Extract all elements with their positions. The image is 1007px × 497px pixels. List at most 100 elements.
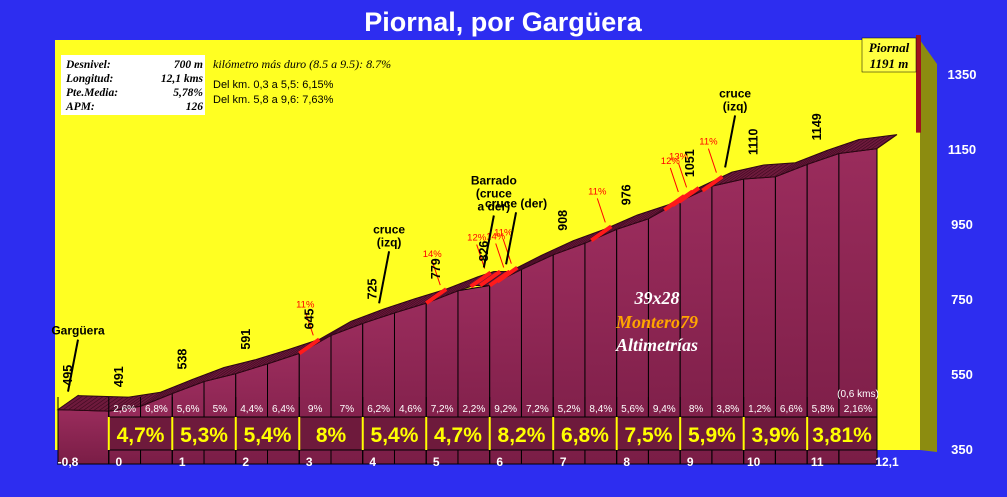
segment-grade: 8%	[689, 404, 704, 415]
altitude-label: 645	[302, 308, 316, 329]
km-average: 5,9%	[688, 424, 736, 447]
surface-hatch	[560, 237, 581, 253]
altitude-label: 491	[112, 366, 126, 387]
surface-hatch	[840, 139, 861, 154]
surface-hatch	[418, 291, 439, 306]
x-tick-label: 2	[242, 455, 249, 469]
segment-grade: 6,4%	[272, 404, 295, 415]
y-tick-label: 350	[951, 442, 973, 457]
segment-grade: 2,16%	[844, 404, 872, 415]
summit-pole	[916, 35, 921, 133]
surface-hatch	[189, 372, 211, 388]
landmark-leader	[482, 215, 495, 268]
steep-mark-label: 11%	[588, 186, 607, 197]
surface-hatch	[93, 396, 114, 411]
x-tick-label: 8	[623, 455, 630, 469]
km-average: 5,3%	[180, 424, 228, 447]
landmark-leader	[378, 251, 391, 304]
surface-hatch	[321, 326, 343, 341]
x-tick-label: 5	[433, 455, 440, 469]
landmark-leader	[724, 115, 737, 168]
surface-hatch	[240, 357, 262, 373]
summit-name: Piornal	[869, 40, 910, 55]
axes: 350 550 750 950 1150 1350 -0,8 0 1 2 3 4 5 6 7 8 9 10 11 12…	[58, 67, 977, 469]
surface-hatch	[128, 393, 150, 409]
surface-hatch	[606, 219, 627, 234]
stat-label: Longitud:	[65, 73, 113, 85]
surface-hatch	[860, 136, 881, 151]
landmark-label: cruce	[719, 86, 751, 100]
surface-hatch	[139, 392, 160, 407]
surface-hatch	[525, 253, 546, 268]
surface-hatch	[393, 299, 414, 314]
km-average: 3,9%	[751, 424, 799, 447]
surface-hatch	[728, 168, 749, 183]
y-tick-label: 1350	[948, 67, 977, 82]
x-tick-label: 6	[496, 455, 503, 469]
steep-mark-leader	[431, 260, 441, 286]
surface-hatch	[575, 232, 597, 247]
surface-hatch	[789, 157, 810, 172]
surface-hatch	[626, 211, 648, 227]
surface-hatch	[67, 395, 89, 411]
surface-hatch	[184, 374, 206, 389]
surface-hatch	[342, 316, 363, 332]
surface-hatch	[174, 378, 195, 393]
altitude-label: 1051	[683, 149, 697, 177]
surface-hatch	[850, 137, 871, 153]
surface-hatch	[814, 147, 835, 163]
surface-hatch	[758, 163, 780, 179]
surface-hatch	[738, 165, 759, 181]
segment-grade: 3,8%	[716, 404, 739, 415]
surface-hatch	[453, 277, 475, 293]
surface-hatch	[83, 396, 104, 411]
surface-hatch	[438, 283, 460, 299]
surface-hatch	[753, 164, 775, 179]
surface-hatch	[875, 134, 896, 150]
steep-mark-label: 14%	[423, 249, 443, 260]
x-tick-label: 12,1	[875, 455, 899, 469]
steep-mark-label: 11%	[494, 228, 513, 239]
surface-hatch	[271, 348, 292, 363]
segment-grade: 4,6%	[399, 404, 422, 415]
surface-hatch	[448, 279, 470, 295]
x-tick-label: 11	[811, 455, 824, 469]
y-tick-label: 750	[951, 292, 973, 307]
altitude-label: 1110	[747, 129, 761, 155]
x-tick-label: 7	[560, 455, 567, 469]
steep-mark	[590, 224, 613, 242]
segment-grade: 7,2%	[526, 404, 549, 415]
surface-hatch	[266, 350, 287, 365]
segment-grade-note: (0,6 kms)	[837, 389, 879, 400]
landmark-label: cruce (der)	[485, 196, 547, 210]
altitude-label: 538	[175, 349, 189, 370]
surface-hatch	[281, 345, 302, 360]
summit-altitude: 1191 m	[870, 56, 909, 71]
stats-box	[61, 55, 205, 115]
x-tick-label: 4	[369, 455, 376, 469]
steep-mark-label: 11%	[296, 299, 315, 310]
x-tick-label: 10	[747, 455, 761, 469]
surface-hatch	[611, 217, 632, 232]
segment-grade: 5,2%	[558, 404, 581, 415]
surface-hatch	[200, 368, 221, 384]
surface-hatch	[834, 140, 856, 156]
surface-hatch	[718, 170, 739, 185]
km-average: 6,8%	[561, 424, 609, 447]
surface-hatch	[332, 320, 353, 336]
surface-hatch	[78, 395, 99, 411]
surface-hatch	[357, 311, 378, 326]
surface-hatch	[530, 251, 551, 266]
altitude-label: 976	[620, 184, 634, 205]
surface-hatch	[245, 356, 267, 371]
surface-hatch	[641, 206, 663, 222]
surface-hatch	[225, 361, 246, 377]
surface-hatch	[647, 204, 668, 220]
segment-grade: 8,4%	[589, 404, 612, 415]
note-section-2: Del km. 5,8 a 9,6: 7,63%	[213, 94, 334, 106]
surface-hatch	[550, 241, 571, 257]
stat-value: 12,1 kms	[161, 73, 204, 85]
surface-hatch	[372, 305, 394, 321]
landmark-label: Barrado	[471, 174, 517, 188]
